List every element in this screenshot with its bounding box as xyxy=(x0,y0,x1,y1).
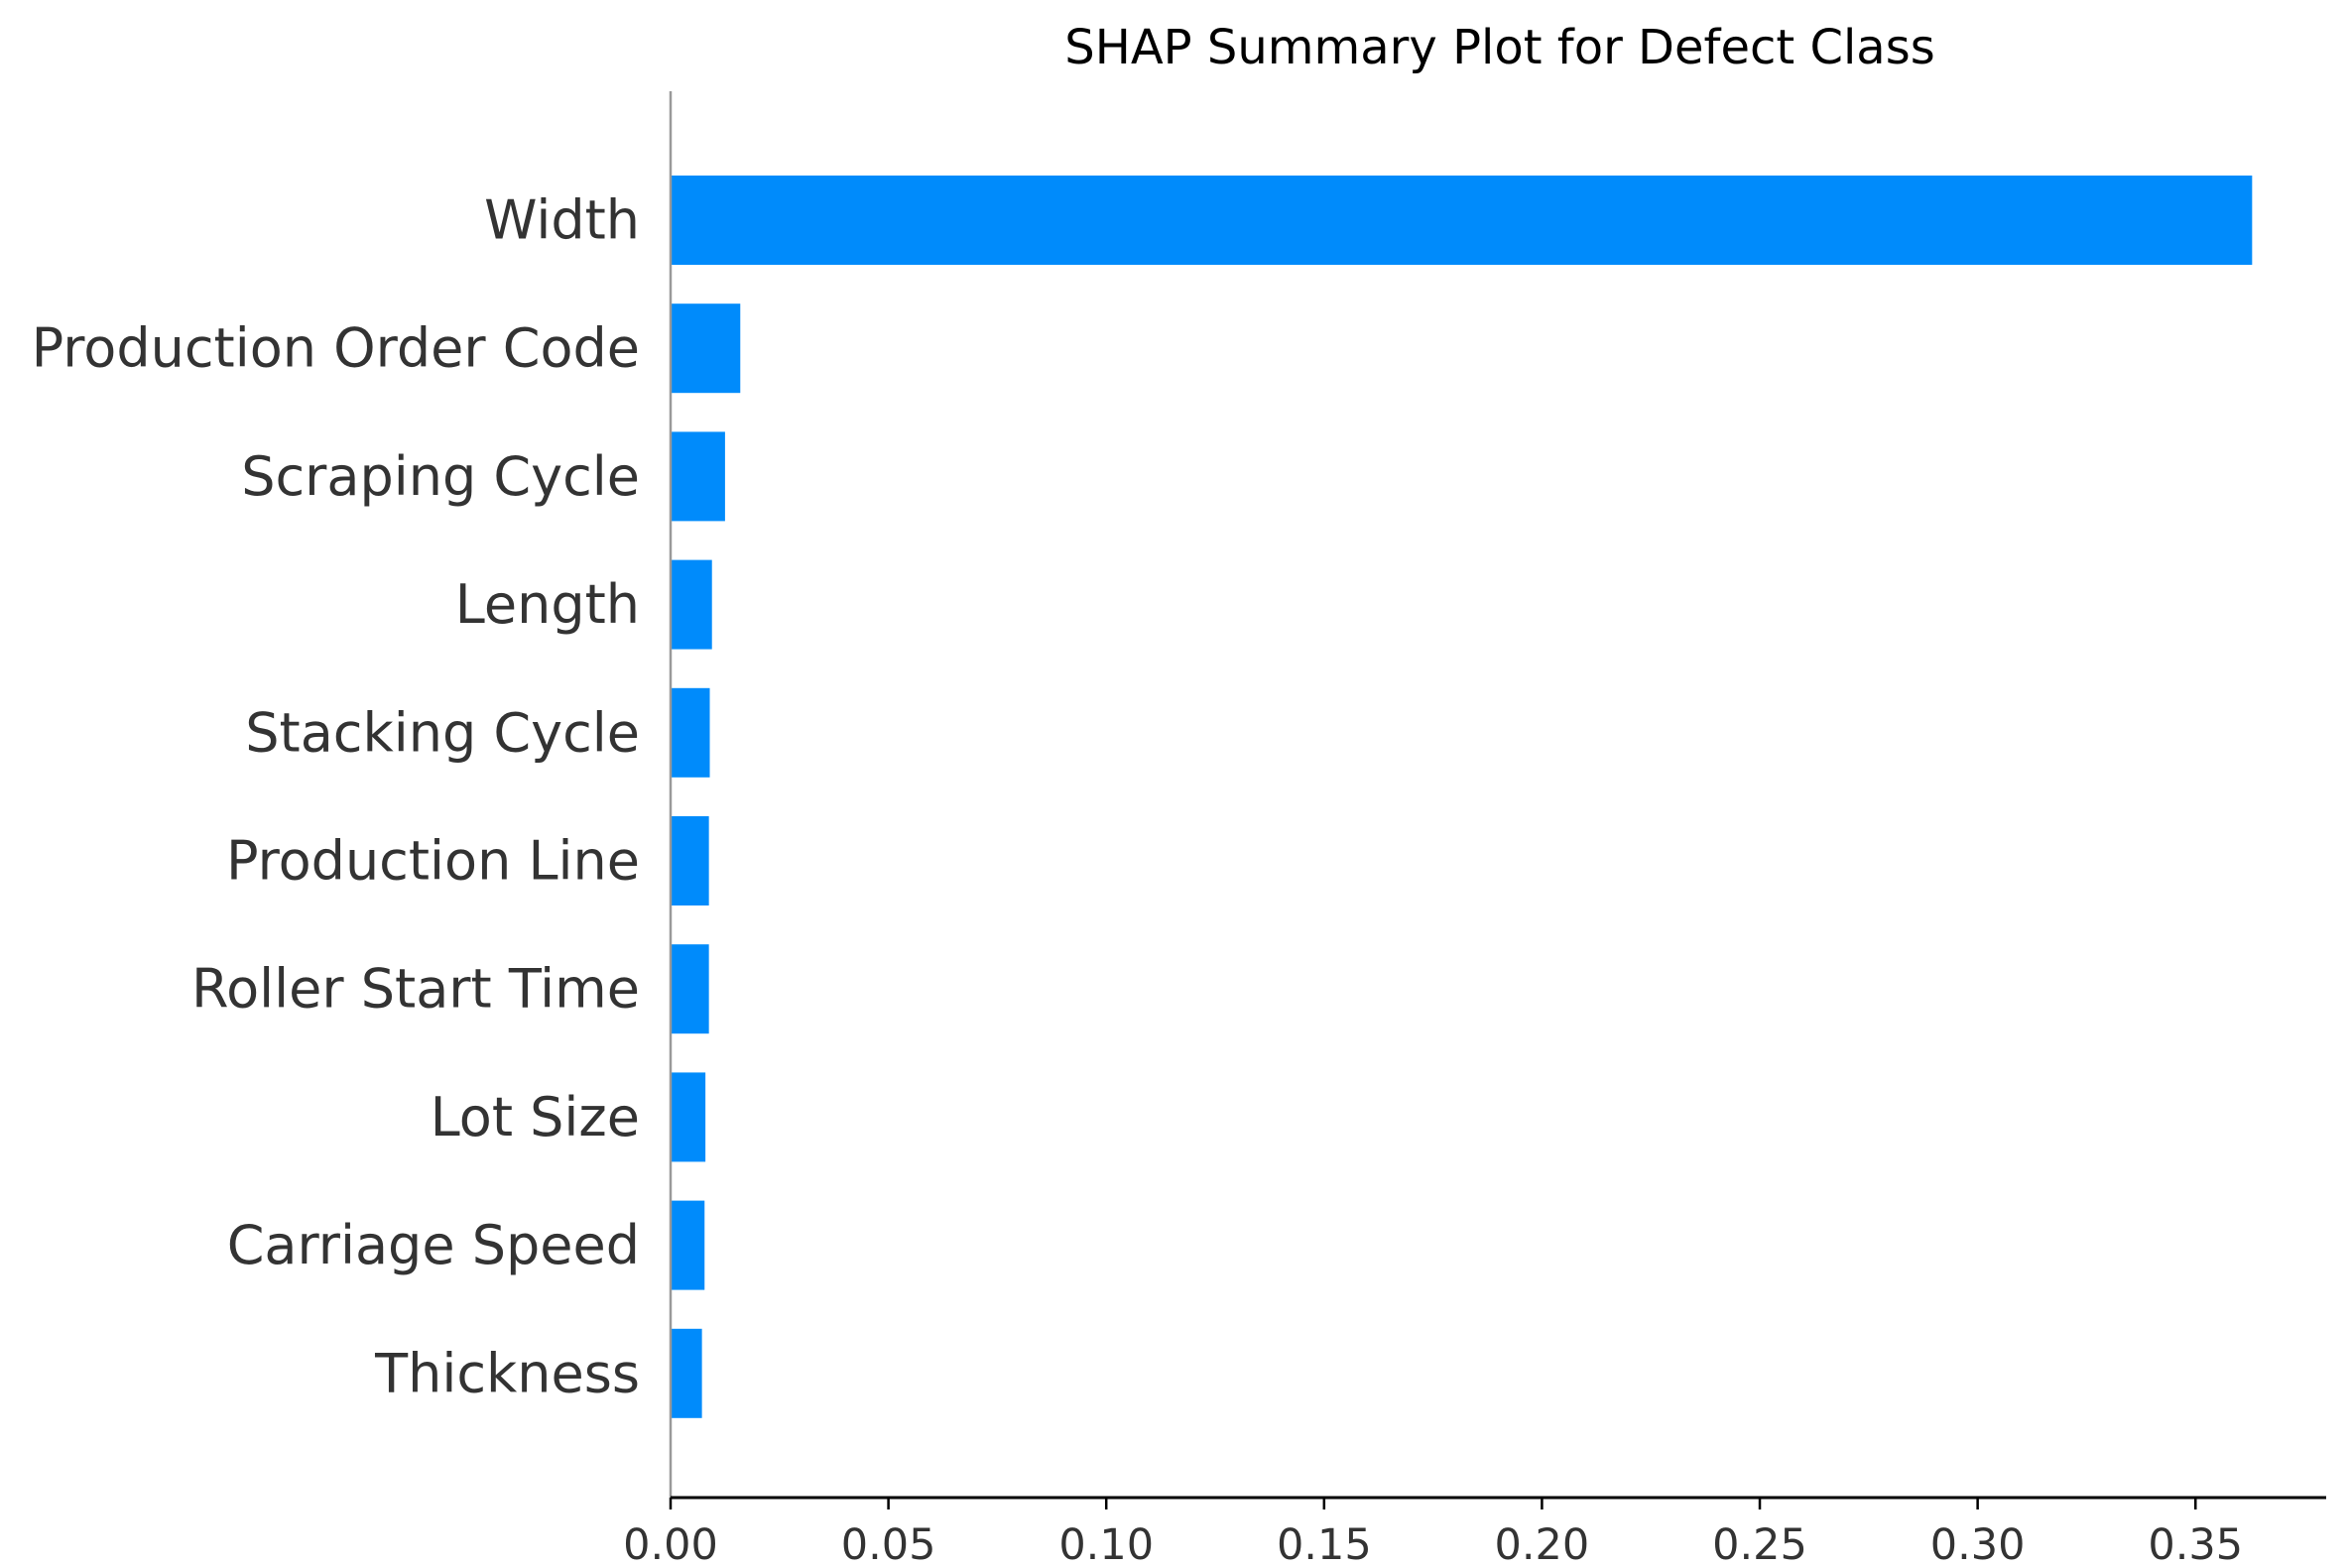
category-label: Roller Start Time xyxy=(191,958,640,1021)
bar-thickness xyxy=(671,1328,702,1418)
bar-roller-start-time xyxy=(671,944,709,1034)
x-tick-label: 0.15 xyxy=(1277,1520,1372,1568)
bar-carriage-speed xyxy=(671,1200,705,1290)
x-tick-label: 0.35 xyxy=(2148,1520,2243,1568)
category-label: Thickness xyxy=(374,1342,640,1404)
category-label: Stacking Cycle xyxy=(245,701,640,764)
bar-lot-size xyxy=(671,1072,706,1162)
category-label: Production Line xyxy=(226,830,640,893)
bar-scraping-cycle xyxy=(671,431,725,522)
chart-title: SHAP Summary Plot for Defect Class xyxy=(1064,20,1934,75)
category-label: Carriage Speed xyxy=(227,1214,640,1276)
bar-production-line xyxy=(671,816,709,905)
category-labels: Width Production Order Code Scraping Cycle… xyxy=(32,189,640,1405)
bars-layer xyxy=(671,176,2253,1418)
x-tick-label: 0.05 xyxy=(841,1520,936,1568)
x-axis-ticks: 0.00 0.05 0.10 0.15 0.20 0.25 0.30 0.35 xyxy=(623,1498,2243,1568)
x-tick-label: 0.25 xyxy=(1712,1520,1807,1568)
bar-length xyxy=(671,559,712,650)
category-label: Lot Size xyxy=(431,1086,640,1148)
bar-production-order-code xyxy=(671,303,741,394)
bar-stacking-cycle xyxy=(671,687,710,778)
x-tick-label: 0.10 xyxy=(1058,1520,1154,1568)
category-label: Length xyxy=(455,573,640,636)
bar-width xyxy=(671,176,2253,265)
x-tick-label: 0.20 xyxy=(1495,1520,1590,1568)
category-label: Production Order Code xyxy=(32,317,640,380)
category-label: Width xyxy=(484,189,640,252)
x-tick-label: 0.00 xyxy=(623,1520,718,1568)
x-tick-label: 0.30 xyxy=(1930,1520,2026,1568)
category-label: Scraping Cycle xyxy=(241,445,640,508)
